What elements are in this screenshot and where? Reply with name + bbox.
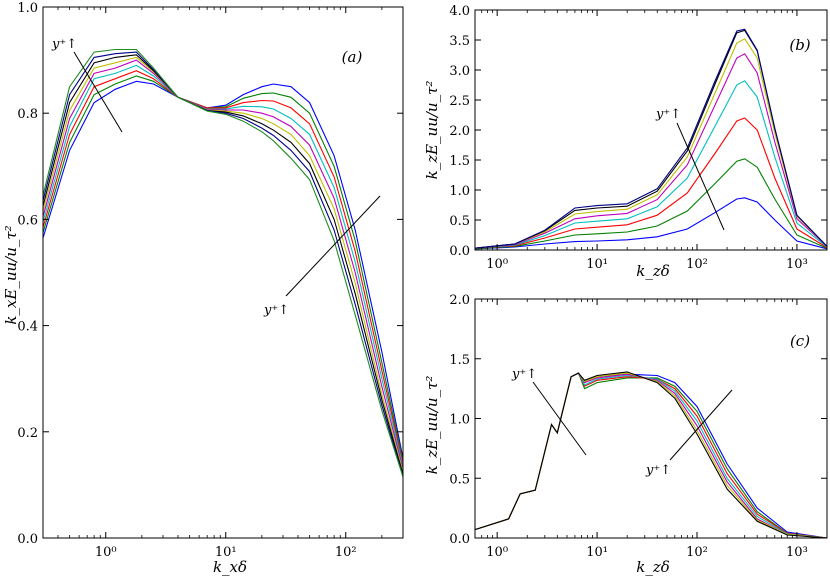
panel-a-series-1-line — [42, 80, 404, 459]
panel-b-x-tick-label: 10¹ — [586, 257, 608, 272]
panel-b-y-tick-label: 3.0 — [449, 64, 470, 79]
panel-b-series-2-line — [474, 158, 828, 250]
panel-b-y-tick-label: 0.5 — [449, 214, 470, 229]
panel-a-ylabel: k_xE_uu/u_τ² — [2, 225, 20, 324]
panel-c-plot — [474, 371, 828, 539]
panel-a-frame — [42, 6, 404, 539]
panel-c: 10⁰ 10¹ 10² 10³ 0.0 0.5 1.0 1.5 2.0 (c) k_zδ k_z… — [423, 293, 828, 576]
panel-c-x-tick-label: 10⁰ — [486, 545, 508, 560]
panel-a-series-9-line — [42, 48, 404, 478]
panel-a-label: (a) — [342, 48, 363, 66]
panel-a-plot — [42, 48, 404, 478]
panel-a-y-tick-label: 0.4 — [17, 320, 38, 335]
panel-a-series-3-line — [42, 70, 404, 464]
panel-a-arrow-1 — [73, 51, 123, 133]
panel-b-y-tick-label: 2.0 — [449, 124, 470, 139]
panel-a-series-6-line — [42, 56, 404, 472]
panel-c-y-tick-label: 0.5 — [449, 472, 470, 487]
panel-c-annotation-1: y⁺↑ — [511, 367, 537, 382]
panel-c-xlabel: k_zδ — [636, 558, 670, 576]
panel-a-y-tick-label: 0.8 — [17, 107, 38, 122]
panel-a-annotation-1: y⁺↑ — [51, 37, 77, 52]
panel-b-x-tick-label: 10⁰ — [486, 257, 508, 272]
panel-b-series-1-line — [474, 197, 828, 250]
panel-a-y-tick-label: 0.6 — [17, 213, 38, 228]
panel-b-annotation: y⁺↑ — [655, 107, 681, 122]
panel-b-y-tick-label: 1.0 — [449, 184, 470, 199]
panel-a-series-4-line — [42, 64, 404, 467]
panel-b-axes: 10⁰ 10¹ 10² 10³ 0.0 0.5 1.0 1.5 2.0 2.5 3.0 3.5 4.0 — [449, 4, 828, 272]
panel-b-y-tick-label: 4.0 — [449, 4, 470, 19]
panel-b-series-3-line — [474, 117, 828, 249]
panel-a-arrow-2 — [285, 195, 381, 297]
panel-b: 10⁰ 10¹ 10² 10³0.00.51.01.52.02.53.03.54.0 … — [423, 4, 828, 280]
panel-b-xlabel: k_zδ — [636, 262, 670, 280]
panel-a-y-tick-label: 1.0 — [17, 1, 38, 16]
panel-a-series-7-line — [42, 54, 404, 475]
panel-c-series-7-line — [474, 371, 828, 539]
panel-a-x-tick-label: 10² — [335, 545, 357, 560]
panel-b-y-tick-label: 3.5 — [449, 34, 470, 49]
panel-b-series-5-line — [474, 53, 828, 249]
panel-b-ylabel: k_zE_uu/u_τ² — [423, 81, 441, 180]
panel-c-arrow-1 — [532, 381, 587, 456]
panel-a-xlabel: k_xδ — [213, 558, 247, 576]
panel-a-x-tick-label: 10¹ — [215, 545, 237, 560]
panel-b-plot — [474, 28, 828, 250]
panel-b-series-8-line — [474, 28, 828, 249]
panel-c-arrow-2 — [669, 389, 733, 461]
panel-c-y-tick-label: 1.0 — [449, 413, 470, 428]
panel-a-y-tick-label: 0.0 — [17, 532, 38, 547]
panel-b-arrow — [676, 122, 725, 231]
panel-c-y-tick-label: 1.5 — [449, 353, 470, 368]
panel-a-axes: 10⁰ 10¹ 10² 0.0 0.2 0.4 0.6 0.8 1.0 — [17, 1, 404, 560]
panel-c-label: (c) — [790, 332, 810, 350]
panel-a-series-5-line — [42, 59, 404, 470]
panel-c-axes: 10⁰ 10¹ 10² 10³ 0.0 0.5 1.0 1.5 2.0 — [449, 293, 828, 560]
panel-c-x-tick-label: 10¹ — [586, 545, 608, 560]
panel-c-ylabel: k_zE_uu/u_τ² — [423, 376, 441, 475]
panel-c-x-tick-label: 10² — [686, 545, 708, 560]
panel-b-x-tick-label: 10² — [686, 257, 708, 272]
panel-a: 10⁰ 10¹ 10² 0.0 0.2 0.4 0.6 0.8 1.0 (a) k_xδ k_x… — [2, 1, 404, 576]
panel-c-annotation-2: y⁺↑ — [645, 463, 671, 478]
panel-b-y-tick-label: 2.5 — [449, 94, 470, 109]
panel-b-y-tick-label: 1.5 — [449, 154, 470, 169]
panel-a-annotation-2: y⁺↑ — [263, 303, 289, 318]
panel-a-series-2-line — [42, 75, 404, 462]
panel-c-y-tick-label: 0.0 — [449, 532, 470, 547]
panel-b-series-4-line — [474, 80, 828, 249]
panel-b-series-6-line — [474, 38, 828, 249]
panel-c-y-tick-label: 2.0 — [449, 293, 470, 308]
panel-c-x-tick-label: 10³ — [786, 545, 808, 560]
panel-b-x-tick-label: 10³ — [786, 257, 808, 272]
panel-b-y-tick-label: 0.0 — [449, 244, 470, 259]
panel-a-series-8-line — [42, 51, 404, 477]
panel-b-label: (b) — [789, 36, 810, 54]
panel-a-x-tick-label: 10⁰ — [95, 545, 117, 560]
panel-a-y-tick-label: 0.2 — [17, 426, 38, 441]
